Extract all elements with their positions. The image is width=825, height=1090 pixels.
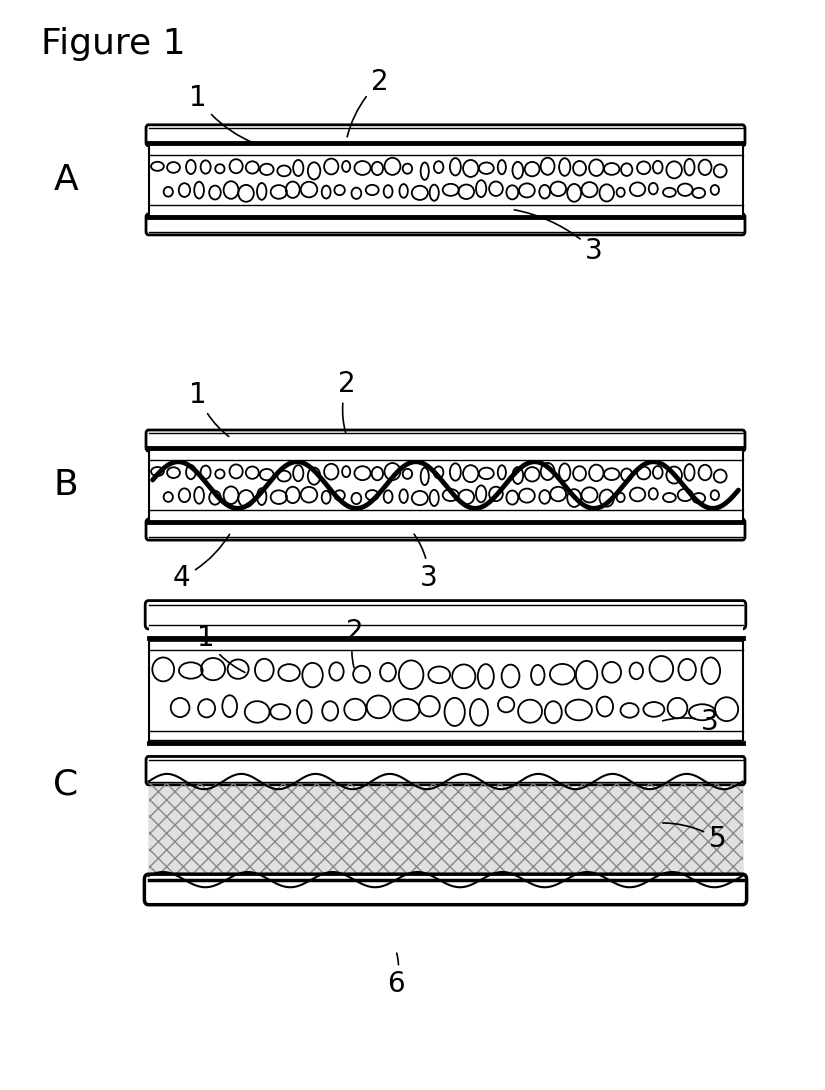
Text: Figure 1: Figure 1 (41, 27, 186, 61)
Text: 2: 2 (347, 68, 389, 137)
Text: 3: 3 (514, 209, 603, 265)
Text: 4: 4 (172, 534, 229, 592)
Text: 1: 1 (189, 380, 229, 436)
FancyBboxPatch shape (144, 874, 747, 905)
Bar (148, 143, 742, 217)
Text: 3: 3 (414, 534, 438, 592)
FancyBboxPatch shape (146, 214, 745, 234)
FancyBboxPatch shape (146, 125, 745, 146)
Bar (148, 650, 742, 731)
Text: 1: 1 (189, 84, 253, 143)
FancyBboxPatch shape (146, 429, 745, 451)
Text: 6: 6 (387, 953, 405, 998)
Text: A: A (54, 162, 78, 197)
FancyBboxPatch shape (145, 601, 746, 629)
Text: C: C (54, 767, 78, 802)
Text: 5: 5 (662, 823, 727, 853)
Text: 2: 2 (346, 618, 364, 668)
FancyBboxPatch shape (146, 756, 745, 785)
Bar (148, 782, 742, 880)
Text: 2: 2 (337, 370, 356, 434)
Bar (148, 625, 742, 638)
Text: 3: 3 (662, 707, 719, 736)
Bar (148, 448, 742, 522)
Text: B: B (54, 468, 78, 502)
Text: 1: 1 (197, 623, 245, 673)
FancyBboxPatch shape (146, 519, 745, 540)
